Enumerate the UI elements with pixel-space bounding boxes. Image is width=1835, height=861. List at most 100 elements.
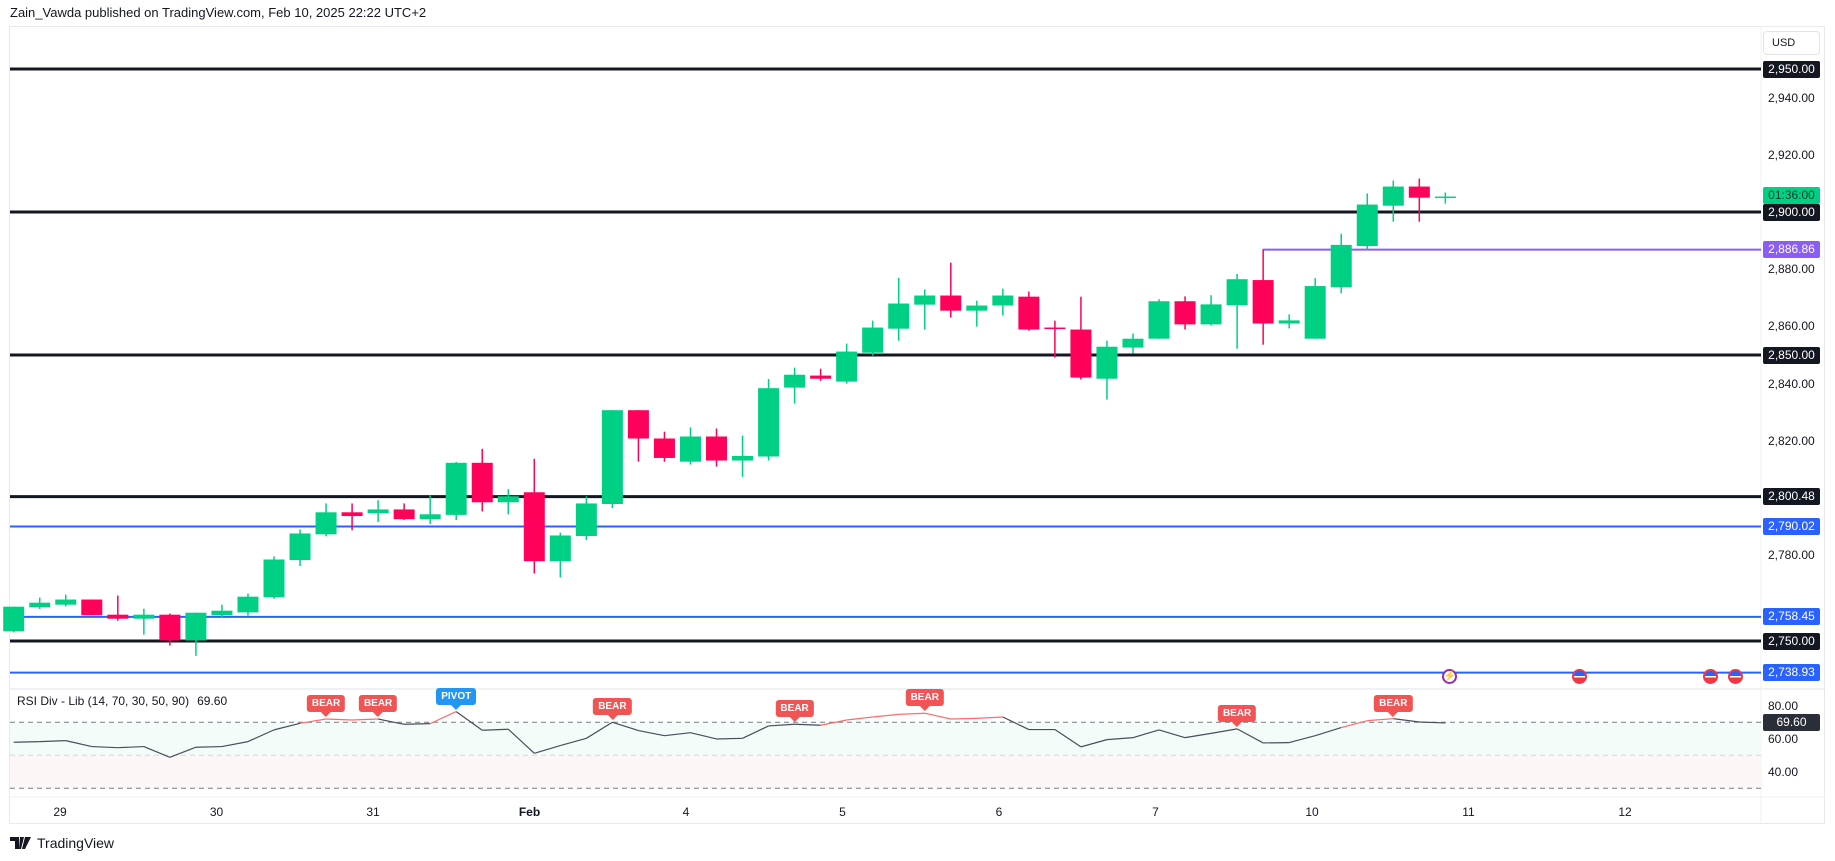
chart-frame: [9, 26, 1825, 824]
candle-body: [471, 462, 493, 503]
signal-text: BEAR: [311, 698, 341, 709]
rsi-line-segment: [1210, 728, 1238, 734]
tradingview-logo-text: TradingView: [37, 835, 115, 851]
price-tick-label: 2,880.00: [1768, 262, 1815, 277]
tradingview-logo-icon: [10, 837, 31, 849]
candle-body: [966, 305, 988, 311]
rsi-line-segment: [482, 728, 509, 731]
candle-body: [679, 436, 701, 462]
signal-text: BEAR: [1379, 697, 1408, 709]
rsi-signal-bear: BEAR: [358, 695, 398, 717]
rsi-signal-bear: BEAR: [775, 700, 814, 723]
signal-text: BEAR: [910, 692, 939, 704]
candle-body: [1200, 304, 1222, 325]
rsi-signal-bear: BEAR: [306, 695, 346, 717]
lightning-icon[interactable]: ⚡: [1441, 669, 1457, 684]
candle-body: [1226, 279, 1248, 306]
candle-body: [1278, 320, 1300, 324]
time-tick-label: Feb: [518, 805, 541, 819]
us-flag-icon[interactable]: [1702, 669, 1718, 684]
rsi-line-segment: [39, 740, 66, 743]
rsi-line-segment: [1419, 721, 1446, 724]
candle-body: [940, 295, 962, 311]
candle-body: [1252, 280, 1274, 324]
rsi-line-segment: [768, 723, 795, 727]
candle-body: [419, 514, 441, 520]
price-tick-label: 2,860.00: [1768, 319, 1815, 334]
candle-body: [862, 327, 884, 353]
rsi-line-segment: [169, 746, 197, 758]
candle-body: [393, 509, 415, 520]
price-level-label: 2,850.00: [1763, 346, 1820, 364]
rsi-line-segment: [1106, 737, 1134, 741]
candle-body: [445, 462, 467, 515]
candle-body: [627, 410, 649, 439]
candle-body: [211, 610, 233, 616]
candle-body: [1070, 329, 1092, 378]
us-flag-icon[interactable]: [1571, 669, 1587, 684]
price-level-label: 2,758.45: [1763, 608, 1820, 626]
rsi-line-segment: [794, 723, 821, 726]
candle-body: [341, 512, 363, 517]
rsi-legend-value: 69.60: [197, 694, 228, 708]
rsi-legend[interactable]: RSI Div - Lib (14, 70, 30, 50, 90) 69.60: [17, 694, 235, 708]
currency-button[interactable]: USD: [1763, 31, 1820, 55]
time-tick-label: 5: [839, 805, 846, 819]
candle-body: [237, 596, 259, 613]
rsi-line-segment: [13, 741, 40, 743]
rsi-line-segment: [1002, 716, 1030, 731]
time-tick-label: 4: [682, 805, 690, 819]
candle-body: [575, 503, 597, 537]
rsi-line-segment: [352, 718, 379, 721]
candle-body: [1148, 301, 1170, 339]
candle-body: [549, 535, 571, 562]
candle-body: [133, 614, 155, 619]
rsi-line-segment: [612, 721, 639, 732]
rsi-line-segment: [534, 744, 561, 754]
rsi-line-segment: [273, 722, 301, 731]
us-flag-icon[interactable]: [1727, 669, 1743, 684]
rsi-line-segment: [404, 723, 431, 725]
time-tick-label: 30: [209, 805, 224, 819]
candle-body: [523, 492, 545, 562]
rsi-line-segment: [117, 745, 144, 749]
candle-body: [1382, 186, 1404, 206]
price-level-label: 2,886.86: [1763, 241, 1820, 259]
signal-text: BEAR: [363, 698, 393, 709]
candle-body: [914, 295, 936, 305]
candle-body: [1434, 196, 1456, 199]
price-level-label: 2,750.00: [1763, 632, 1820, 650]
candle-body: [992, 295, 1014, 306]
rsi-line-segment: [1236, 728, 1264, 744]
rsi-line-segment: [1393, 718, 1420, 723]
price-level-label: 2,738.93: [1763, 664, 1820, 682]
rsi-line-segment: [976, 716, 1003, 719]
candle-body: [836, 351, 858, 382]
rsi-line-segment: [560, 737, 587, 747]
candle-body: [1018, 296, 1040, 330]
rsi-line-segment: [898, 712, 925, 715]
rsi-line-segment: [872, 713, 899, 718]
candle-body: [1304, 286, 1326, 339]
rsi-tick-label: 80.00: [1768, 698, 1799, 713]
rsi-line-segment: [1315, 727, 1342, 737]
rsi-line-segment: [742, 725, 769, 739]
countdown-label: 01:36:00: [1763, 187, 1820, 204]
rsi-line-segment: [716, 737, 743, 740]
price-level-label: 2,950.00: [1763, 60, 1820, 78]
candle-body: [888, 303, 910, 329]
candle-body: [289, 533, 311, 561]
rsi-line-segment: [65, 740, 92, 748]
signal-text: PIVOT: [441, 690, 472, 702]
candle-body: [1122, 338, 1144, 348]
candle-body: [1356, 204, 1378, 247]
signal-text: BEAR: [598, 701, 627, 713]
candle-body: [315, 512, 337, 535]
signal-text: BEAR: [780, 703, 809, 715]
rsi-signal-bear: BEAR: [1217, 704, 1257, 727]
time-tick-label: 29: [53, 805, 67, 819]
rsi-lower-band: [10, 755, 1761, 789]
candle-body: [1044, 327, 1066, 330]
tradingview-logo[interactable]: TradingView: [10, 835, 114, 851]
